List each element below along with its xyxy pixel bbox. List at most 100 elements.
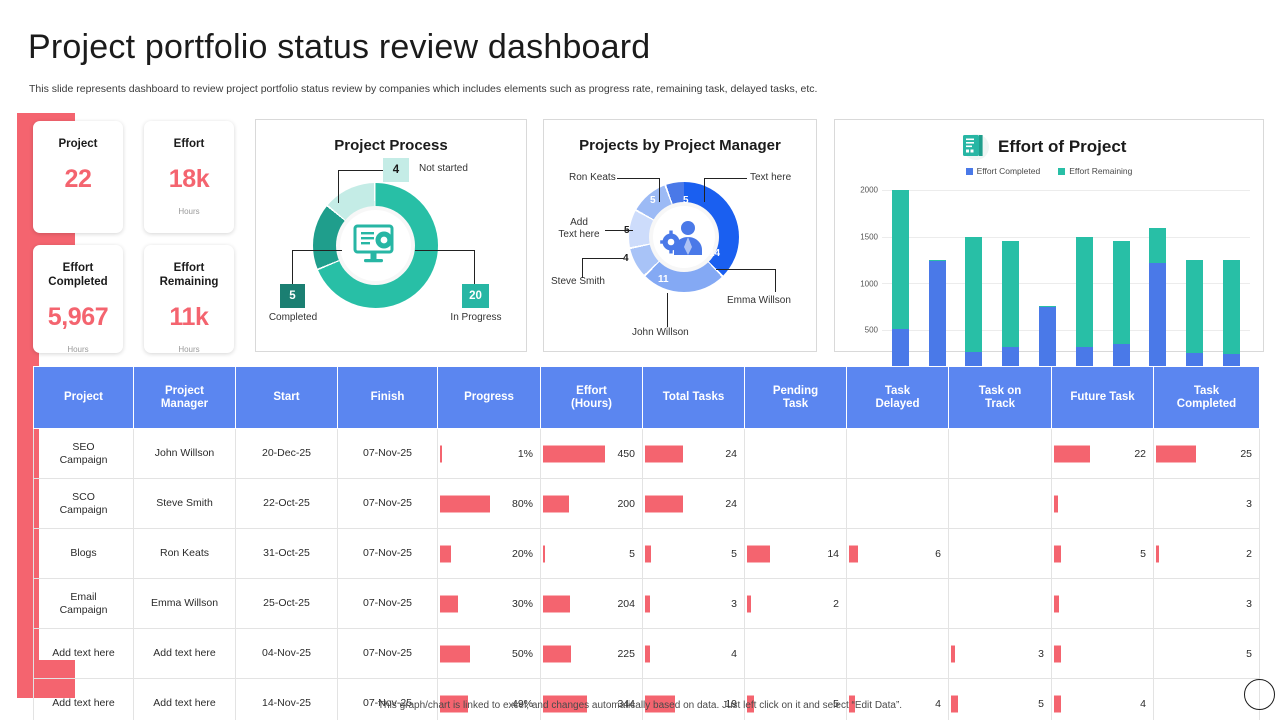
- cell-task_on_track: [948, 428, 1052, 479]
- leader-line-not-started-h: [338, 170, 384, 172]
- cell-value: 24: [725, 497, 737, 510]
- bar-segment-effort-remaining: [1186, 260, 1204, 353]
- data-bar: [747, 695, 754, 712]
- header-line2: Track: [984, 397, 1016, 410]
- cell-value: 22: [1134, 447, 1146, 460]
- cell-total_tasks: 5: [642, 528, 745, 579]
- cell-pending_task: [744, 428, 847, 479]
- segment-value-john-willson: 11: [658, 274, 669, 285]
- cell-value: 204: [617, 597, 635, 610]
- table-header-start[interactable]: Start: [235, 366, 338, 429]
- table-row[interactable]: SEO Campaign John Willson 20-Dec-25 07-Nov-2…: [33, 428, 1260, 479]
- kpi-card-effort-remaining[interactable]: Effort Remaining 11k Hours: [144, 245, 234, 354]
- cell-pending_task: 14: [744, 528, 847, 579]
- kpi-card-effort[interactable]: Effort 18k Hours: [144, 121, 234, 233]
- table-row[interactable]: Blogs Ron Keats 31-Oct-25 07-Nov-25 20% 5 5 14 6…: [33, 528, 1260, 579]
- data-bar: [645, 445, 683, 462]
- header-line1: Task: [1193, 384, 1220, 397]
- bar-column[interactable]: [891, 190, 909, 375]
- bar-series-container[interactable]: [882, 190, 1250, 375]
- data-bar: [440, 645, 470, 662]
- table-row[interactable]: Email Campaign Emma Willson 25-Oct-25 07-Nov…: [33, 578, 1260, 629]
- cell-value: 344: [617, 697, 635, 710]
- document-chart-icon: [959, 132, 989, 162]
- table-header-finish[interactable]: Finish: [337, 366, 438, 429]
- leader-text-here-h: [704, 178, 747, 180]
- table-header-row: Project Project Manager Start Finish Progress…: [33, 366, 1260, 429]
- bar-segment-effort-remaining: [1223, 260, 1241, 354]
- cell-start: 22-Oct-25: [235, 478, 338, 529]
- page-title: Project portfolio status review dashboar…: [28, 28, 651, 66]
- cell-finish: 07-Nov-25: [337, 428, 438, 479]
- table-header-progress[interactable]: Progress: [437, 366, 541, 429]
- bar-column[interactable]: [965, 190, 983, 375]
- kpi-card-effort-completed[interactable]: Effort Completed 5,967 Hours: [33, 245, 123, 354]
- kpi-label: Effort Remaining: [160, 261, 219, 289]
- kpi-card-project[interactable]: Project 22: [33, 121, 123, 233]
- bar-column[interactable]: [928, 190, 946, 375]
- cell-project: SEO Campaign: [33, 428, 134, 479]
- cell-project_manager: Add text here: [133, 678, 236, 720]
- header-line1: Pending: [772, 384, 819, 397]
- header-line1: Task on: [978, 384, 1022, 397]
- bar-segment-effort-completed: [1149, 263, 1167, 375]
- data-bar: [1054, 695, 1061, 712]
- cell-project: Email Campaign: [33, 578, 134, 629]
- cell-progress: 30%: [437, 578, 541, 629]
- cell-value: 4: [731, 647, 737, 660]
- table-header-project[interactable]: Project: [33, 366, 134, 429]
- panel-effort-of-project: Effort of Project Effort Completed Effor…: [834, 119, 1264, 385]
- panel-projects-by-manager: Projects by Project Manager: [543, 119, 817, 352]
- label-steve-smith: Steve Smith: [551, 276, 605, 287]
- table-header-pending_task[interactable]: Pending Task: [744, 366, 847, 429]
- bar-column[interactable]: [1075, 190, 1093, 375]
- projects-by-manager-donut[interactable]: 5 5 5 4 14 11: [623, 182, 739, 292]
- data-bar: [440, 595, 458, 612]
- table-header-effort_hours[interactable]: Effort (Hours): [540, 366, 643, 429]
- legend-item-effort-completed[interactable]: Effort Completed: [965, 166, 1041, 176]
- cell-pending_task: 5: [744, 678, 847, 720]
- cell-value: 3: [1246, 497, 1252, 510]
- table-header-task_completed[interactable]: Task Completed: [1153, 366, 1260, 429]
- cell-pending_task: [744, 628, 847, 679]
- bar-segment-effort-remaining: [1039, 305, 1057, 308]
- bar-column[interactable]: [1149, 190, 1167, 375]
- table-row[interactable]: Add text here Add text here 14-Nov-25 07-No…: [33, 678, 1260, 720]
- leader-line-inprogress-h: [415, 250, 475, 252]
- bar-column[interactable]: [1039, 190, 1057, 375]
- table-header-task_on_track[interactable]: Task on Track: [948, 366, 1052, 429]
- cell-progress: 50%: [437, 628, 541, 679]
- table-header-task_delayed[interactable]: Task Delayed: [846, 366, 949, 429]
- cell-future_task: [1051, 478, 1154, 529]
- bar-segment-effort-remaining: [891, 190, 909, 329]
- bar-column[interactable]: [1112, 190, 1130, 375]
- table-row[interactable]: Add text here Add text here 04-Nov-25 07-No…: [33, 628, 1260, 679]
- cell-effort_hours: 450: [540, 428, 643, 479]
- leader-line-completed-h: [292, 250, 342, 252]
- legend-label: Effort Remaining: [1069, 166, 1133, 176]
- legend-item-effort-remaining[interactable]: Effort Remaining: [1058, 166, 1132, 176]
- legend-label: Effort Completed: [976, 166, 1041, 176]
- bar-column[interactable]: [1002, 190, 1020, 375]
- cell-task_on_track: [948, 528, 1052, 579]
- table-row[interactable]: SCO Campaign Steve Smith 22-Oct-25 07-Nov-25…: [33, 478, 1260, 529]
- y-axis-tick-label: 1000: [860, 279, 878, 288]
- data-bar: [1054, 645, 1061, 662]
- table-header-total_tasks[interactable]: Total Tasks: [642, 366, 745, 429]
- cell-value: 5: [731, 547, 737, 560]
- cell-value: 1%: [517, 447, 533, 460]
- table-header-future_task[interactable]: Future Task: [1051, 366, 1154, 429]
- table-header-project_manager[interactable]: Project Manager: [133, 366, 236, 429]
- cell-project: Add text here: [33, 628, 134, 679]
- segment-value-ron-keats: 5: [650, 195, 656, 206]
- donut-hole: [340, 210, 411, 281]
- cell-value: 200: [617, 497, 635, 510]
- data-bar: [543, 645, 571, 662]
- gridline: 500: [865, 326, 1250, 335]
- cell-progress: 80%: [437, 478, 541, 529]
- cell-effort_hours: 200: [540, 478, 643, 529]
- bar-column[interactable]: [1186, 190, 1204, 375]
- bar-column[interactable]: [1223, 190, 1241, 375]
- project-process-donut[interactable]: [313, 183, 438, 308]
